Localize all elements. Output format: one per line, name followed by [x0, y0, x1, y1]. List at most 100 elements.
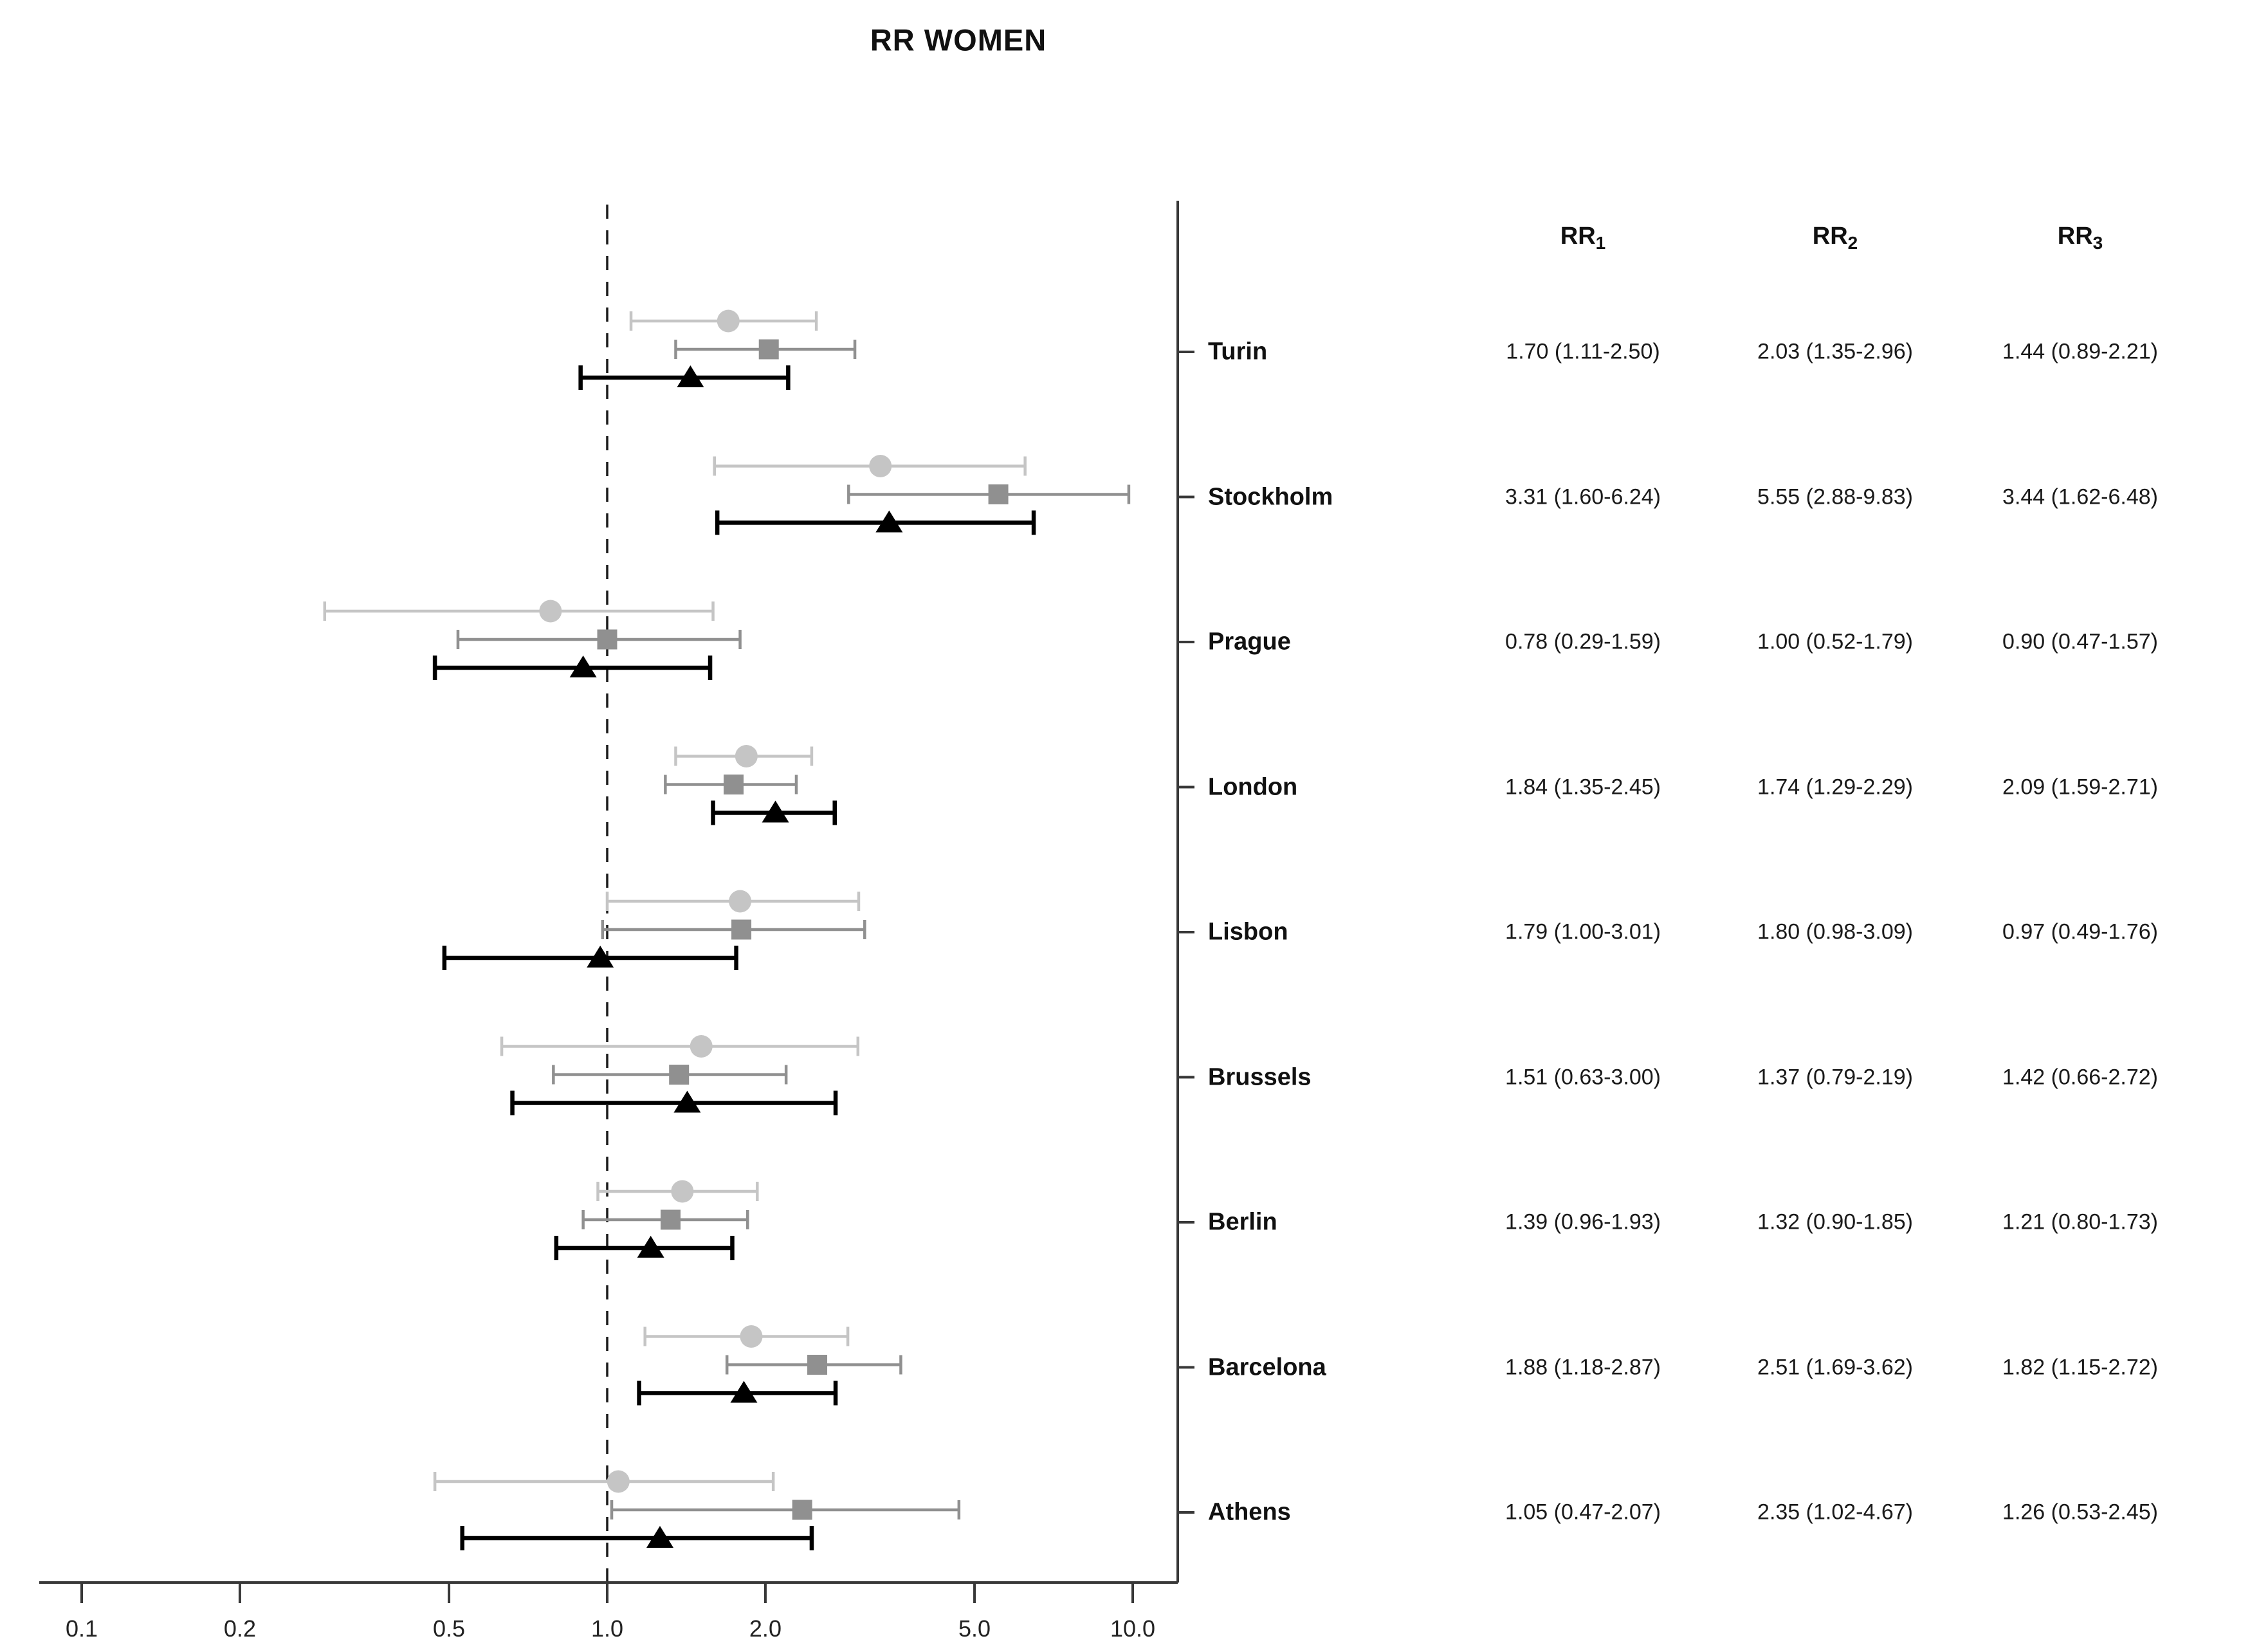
ci-london-rr3 [711, 800, 837, 825]
ci-berlin-rr2 [581, 1209, 749, 1230]
city-label-athens: Athens [1208, 1498, 1291, 1526]
ci-brussels-rr2 [552, 1065, 788, 1085]
ci-brussels-rr1 [500, 1035, 860, 1058]
triangle-marker [637, 1236, 664, 1258]
triangle-marker [677, 365, 704, 387]
ci-stockholm-rr2 [847, 484, 1131, 504]
ci-lisbon-rr2 [601, 919, 866, 940]
circle-marker [740, 1325, 763, 1348]
circle-marker [735, 745, 758, 767]
ci-stockholm-rr3 [715, 510, 1036, 535]
column-header-rr3-subscript: 3 [2092, 233, 2103, 253]
column-header-rr2: RR2 [1812, 223, 1858, 253]
value-athens-rr1: 1.05 (0.47-2.07) [1505, 1500, 1661, 1525]
triangle-marker [762, 800, 789, 823]
value-turin-rr2: 2.03 (1.35-2.96) [1757, 339, 1913, 364]
city-label-prague: Prague [1208, 628, 1291, 656]
x-axis-tick-label: 2.0 [749, 1615, 782, 1642]
ci-barcelona-rr1 [643, 1325, 850, 1348]
circle-marker [717, 309, 740, 333]
x-axis-tick-label: 10.0 [1110, 1615, 1156, 1642]
value-lisbon-rr3: 0.97 (0.49-1.76) [2002, 919, 2158, 944]
value-berlin-rr3: 1.21 (0.80-1.73) [2002, 1209, 2158, 1234]
ci-athens-rr3 [460, 1526, 814, 1550]
city-label-lisbon: Lisbon [1208, 918, 1288, 946]
x-axis-tick-label: 5.0 [958, 1615, 991, 1642]
value-stockholm-rr1: 3.31 (1.60-6.24) [1505, 484, 1661, 509]
square-marker [661, 1209, 681, 1230]
ci-athens-rr1 [433, 1470, 775, 1493]
triangle-marker [875, 510, 903, 533]
value-turin-rr1: 1.70 (1.11-2.50) [1506, 339, 1660, 364]
value-barcelona-rr3: 1.82 (1.15-2.72) [2002, 1355, 2158, 1379]
square-marker [669, 1065, 690, 1085]
ci-lisbon-rr1 [605, 890, 861, 913]
city-label-berlin: Berlin [1208, 1208, 1277, 1236]
value-stockholm-rr3: 3.44 (1.62-6.48) [2002, 484, 2158, 509]
x-axis-tick-label: 0.5 [433, 1615, 466, 1642]
triangle-marker [587, 946, 614, 968]
column-header-rr3: RR3 [2057, 223, 2103, 253]
value-brussels-rr1: 1.51 (0.63-3.00) [1505, 1065, 1661, 1089]
value-lisbon-rr2: 1.80 (0.98-3.09) [1757, 919, 1913, 944]
ci-prague-rr2 [456, 629, 742, 650]
value-athens-rr2: 2.35 (1.02-4.67) [1757, 1500, 1913, 1525]
square-marker [988, 484, 1009, 504]
ci-turin-rr1 [629, 309, 818, 333]
value-brussels-rr3: 1.42 (0.66-2.72) [2002, 1065, 2158, 1089]
value-barcelona-rr2: 2.51 (1.69-3.62) [1757, 1355, 1913, 1379]
value-london-rr3: 2.09 (1.59-2.71) [2002, 775, 2158, 799]
city-label-stockholm: Stockholm [1208, 483, 1333, 510]
city-label-barcelona: Barcelona [1208, 1354, 1326, 1381]
square-marker [792, 1500, 812, 1520]
x-axis-tick-label: 1.0 [590, 1615, 624, 1642]
circle-marker [607, 1470, 630, 1493]
ci-barcelona-rr2 [725, 1355, 902, 1375]
triangle-marker [646, 1526, 674, 1548]
column-header-rr1: RR1 [1560, 223, 1606, 253]
triangle-marker [569, 656, 597, 677]
x-axis-tick-label: 0.1 [65, 1615, 98, 1642]
square-marker [807, 1355, 828, 1375]
circle-marker [671, 1180, 694, 1203]
column-header-rr1-subscript: 1 [1595, 233, 1606, 253]
value-athens-rr3: 1.26 (0.53-2.45) [2002, 1500, 2158, 1525]
square-marker [758, 339, 779, 360]
square-marker [731, 919, 752, 940]
city-label-brussels: Brussels [1208, 1063, 1312, 1090]
ci-turin-rr3 [578, 365, 791, 390]
value-turin-rr3: 1.44 (0.89-2.21) [2002, 339, 2158, 364]
chart-title: RR WOMEN [870, 23, 1047, 57]
ci-berlin-rr1 [596, 1180, 759, 1203]
value-london-rr2: 1.74 (1.29-2.29) [1757, 775, 1913, 799]
value-lisbon-rr1: 1.79 (1.00-3.01) [1505, 919, 1661, 944]
ci-barcelona-rr3 [637, 1381, 838, 1406]
square-marker [597, 629, 617, 650]
ci-athens-rr2 [610, 1500, 961, 1520]
circle-marker [539, 600, 562, 623]
city-label-turin: Turin [1208, 338, 1268, 365]
ci-prague-rr1 [323, 600, 715, 623]
value-brussels-rr2: 1.37 (0.79-2.19) [1757, 1065, 1913, 1089]
ci-lisbon-rr3 [442, 946, 738, 970]
circle-marker [869, 455, 892, 477]
ci-london-rr2 [664, 775, 798, 794]
city-label-london: London [1208, 773, 1298, 800]
x-axis-tick-label: 0.2 [223, 1615, 256, 1642]
value-prague-rr2: 1.00 (0.52-1.79) [1757, 629, 1913, 654]
value-berlin-rr2: 1.32 (0.90-1.85) [1757, 1209, 1913, 1234]
triangle-marker [730, 1381, 758, 1403]
ci-prague-rr3 [432, 656, 713, 680]
triangle-marker [673, 1090, 701, 1113]
ci-london-rr1 [674, 745, 814, 767]
ci-brussels-rr3 [510, 1090, 838, 1115]
circle-marker [690, 1035, 713, 1058]
value-stockholm-rr2: 5.55 (2.88-9.83) [1757, 484, 1913, 509]
column-header-rr2-subscript: 2 [1847, 233, 1858, 253]
ci-berlin-rr3 [554, 1236, 735, 1260]
ci-turin-rr2 [674, 339, 857, 360]
value-barcelona-rr1: 1.88 (1.18-2.87) [1505, 1355, 1661, 1379]
value-prague-rr3: 0.90 (0.47-1.57) [2002, 629, 2158, 654]
